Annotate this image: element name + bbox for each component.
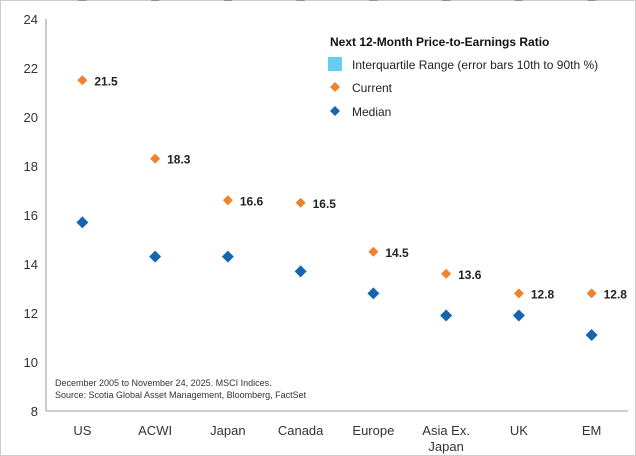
current-value-label: 18.3: [167, 153, 191, 167]
current-value-label: 14.5: [385, 246, 409, 260]
y-tick-label: 20: [24, 110, 38, 125]
axes: [45, 19, 628, 412]
current-value-label: 21.5: [94, 74, 118, 88]
note-source: Source: Scotia Global Asset Management, …: [55, 390, 307, 400]
legend-label-current: Current: [352, 81, 393, 95]
current-marker: [586, 288, 597, 299]
legend-title: Next 12-Month Price-to-Earnings Ratio: [330, 35, 549, 49]
legend-label-median: Median: [352, 105, 391, 119]
category-label: EM: [582, 423, 602, 438]
current-value-label: 16.5: [313, 197, 337, 211]
category-label: UK: [510, 423, 528, 438]
plot-marks: 21.5 18.3 16.6 16.5 14.5 13.6 12.8 12.8: [76, 0, 628, 342]
y-tick-label: 18: [24, 159, 38, 174]
legend-label-iqr: Interquartile Range (error bars 10th to …: [352, 58, 598, 72]
category-label: Canada: [278, 423, 324, 438]
current-marker: [295, 197, 306, 208]
current-value-label: 12.8: [604, 287, 628, 301]
y-tick-label: 22: [24, 61, 38, 76]
category-label: Japan: [428, 439, 463, 454]
category-label: ACWI: [138, 423, 172, 438]
current-marker: [368, 246, 379, 257]
median-marker: [76, 216, 89, 229]
current-marker: [441, 268, 452, 279]
median-marker: [149, 250, 162, 263]
median-marker: [440, 309, 453, 322]
median-marker: [221, 250, 234, 263]
source-note: December 2005 to November 24, 2025. MSCI…: [55, 378, 307, 400]
legend-swatch-iqr: [328, 57, 342, 71]
current-marker: [150, 153, 161, 164]
category-label: US: [73, 423, 91, 438]
y-tick-label: 16: [24, 208, 38, 223]
median-marker: [512, 309, 525, 322]
note-date-range: December 2005 to November 24, 2025. MSCI…: [55, 378, 272, 388]
current-value-label: 12.8: [531, 287, 555, 301]
y-tick-label: 12: [24, 306, 38, 321]
current-marker: [77, 75, 88, 86]
legend: Next 12-Month Price-to-Earnings Ratio In…: [328, 35, 598, 119]
current-value-label: 13.6: [458, 268, 482, 282]
median-marker: [294, 265, 307, 278]
legend-marker-median: [330, 106, 340, 116]
median-marker: [367, 287, 380, 300]
legend-marker-current: [330, 82, 340, 92]
category-label: Japan: [210, 423, 245, 438]
category-label: Asia Ex.: [422, 423, 470, 438]
y-axis-ticks: 8 10 12 14 16 18 20 22 24: [24, 12, 38, 419]
current-marker: [222, 195, 233, 206]
current-marker: [513, 288, 524, 299]
y-tick-label: 14: [24, 257, 38, 272]
y-tick-label: 24: [24, 12, 38, 27]
y-tick-label: 10: [24, 355, 38, 370]
category-label: Europe: [352, 423, 394, 438]
median-marker: [585, 329, 598, 342]
current-value-label: 16.6: [240, 194, 264, 208]
y-tick-label: 8: [31, 404, 38, 419]
